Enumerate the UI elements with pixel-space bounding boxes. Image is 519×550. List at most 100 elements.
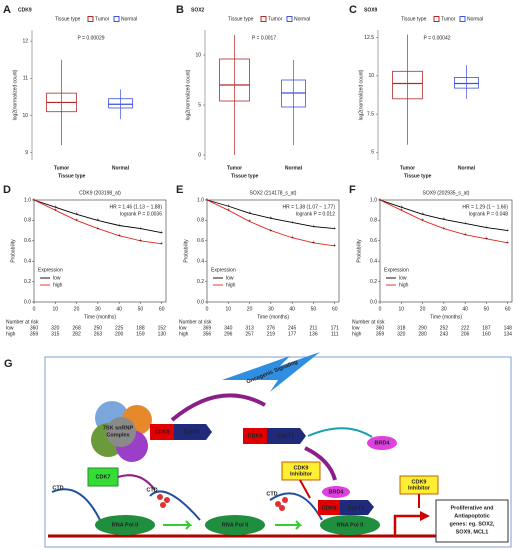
- y-tick-label: 5: [198, 102, 201, 108]
- risk-count: 320: [51, 325, 60, 331]
- risk-count: 263: [94, 331, 103, 337]
- censor-mark: +: [96, 226, 99, 232]
- polii: [320, 515, 380, 535]
- censor-mark: +: [464, 221, 467, 227]
- box: [219, 58, 250, 102]
- diagram-label: SOX9, MCL1: [456, 529, 489, 535]
- annotation: HR = 1.29 (1 − 1.66): [462, 204, 508, 210]
- risk-title: Number at risk: [352, 319, 385, 325]
- risk-count: 148: [504, 325, 513, 331]
- y-tick-label: 0.2: [370, 279, 377, 285]
- diagram-label: RNA Pol II: [222, 522, 249, 528]
- genes-box: [435, 499, 509, 543]
- x-tick-label: 40: [289, 306, 295, 312]
- censor-mark: +: [421, 212, 424, 218]
- diagram-label: CDK7: [96, 474, 111, 480]
- chart-title: SOX2 (214178_s_at): [250, 190, 297, 196]
- risk-count: 219: [267, 331, 276, 337]
- diagram-label: CTD: [266, 491, 277, 497]
- risk-count: 360: [376, 325, 385, 331]
- risk-count: 206: [461, 331, 470, 337]
- y-axis-label: log2(normalized count): [12, 69, 18, 120]
- risk-row-name: low: [352, 325, 360, 331]
- arrow: [307, 427, 373, 438]
- cdk9-box: [150, 424, 174, 440]
- censor-mark: +: [118, 233, 121, 239]
- y-axis-label: Probability: [356, 239, 362, 263]
- x-tick-label: 20: [420, 306, 426, 312]
- x-tick-label: 50: [311, 306, 317, 312]
- annotation: HR = 1.46 (1.13 − 1.88): [109, 204, 162, 210]
- censor-mark: +: [442, 226, 445, 232]
- survival-line: [206, 199, 335, 230]
- y-tick-label: 10: [195, 52, 201, 58]
- risk-count: 152: [158, 325, 167, 331]
- survival-line: [379, 199, 508, 244]
- x-tick-label: 50: [138, 306, 144, 312]
- annotation: P = 0.00042: [423, 35, 450, 41]
- legend-swatch: [433, 16, 440, 22]
- complex-part: [106, 417, 136, 447]
- risk-title: Number at risk: [179, 319, 212, 325]
- risk-count: 243: [440, 331, 449, 337]
- diagram-label: RNA Pol II: [337, 522, 364, 528]
- legend-label: Tumor: [441, 16, 456, 22]
- x-tick-label: 20: [74, 306, 80, 312]
- x-tick-label: 20: [247, 306, 253, 312]
- risk-count: 268: [72, 325, 81, 331]
- y-tick-label: 12.5: [364, 35, 374, 41]
- diagram-label: CDK9: [322, 505, 337, 511]
- x-tick-label: Tumor: [227, 165, 242, 171]
- y-tick-label: 0.8: [24, 218, 31, 224]
- x-tick-label: 30: [95, 306, 101, 312]
- legend-label: Tumor: [95, 16, 110, 22]
- y-tick-label: 0.6: [197, 238, 204, 244]
- panel-letter: B: [176, 4, 184, 16]
- panel-letter: A: [3, 4, 11, 16]
- y-tick-label: 10: [368, 73, 374, 79]
- risk-count: 225: [115, 325, 124, 331]
- y-axis-label: Probability: [183, 239, 189, 263]
- censor-mark: +: [54, 204, 57, 210]
- censor-mark: +: [291, 235, 294, 241]
- censor-mark: +: [333, 226, 336, 232]
- x-tick-label: 30: [441, 306, 447, 312]
- survival-line: [206, 199, 335, 247]
- diagram-label: CDK9: [294, 465, 309, 471]
- x-axis-label: Tissue type: [404, 173, 432, 179]
- censor-mark: +: [54, 208, 57, 214]
- censor-mark: +: [75, 218, 78, 224]
- arrow: [275, 520, 303, 530]
- diagram-label: genes: eg. SOX2,: [450, 521, 495, 527]
- legend-title: Expression: [384, 267, 409, 273]
- box: [108, 98, 133, 109]
- arrow: [117, 474, 156, 491]
- x-axis-label: Tissue type: [58, 173, 86, 179]
- diagram-label: Inhibitor: [290, 471, 313, 477]
- box: [454, 77, 479, 89]
- diagram-label: CDK9: [248, 433, 263, 439]
- diagram-label: CTD: [52, 485, 63, 491]
- risk-count: 315: [51, 331, 60, 337]
- censor-mark: +: [464, 232, 467, 238]
- x-tick-label: 10: [226, 306, 232, 312]
- x-tick-label: 60: [159, 306, 165, 312]
- risk-count: 111: [331, 331, 339, 337]
- cyct1-box: [267, 428, 306, 444]
- risk-count: 134: [504, 331, 513, 337]
- censor-mark: +: [333, 243, 336, 249]
- y-tick-label: 9: [25, 150, 28, 156]
- cdk9-box: [318, 500, 340, 515]
- legend-swatch: [260, 16, 267, 22]
- x-tick-label: 0: [33, 306, 36, 312]
- arrow: [304, 446, 337, 481]
- chart-title: SOX9 (202935_s_at): [423, 190, 470, 196]
- x-axis-label: Tissue type: [231, 173, 259, 179]
- x-tick-label: Normal: [285, 165, 303, 171]
- y-tick-label: 1.0: [370, 197, 377, 203]
- diagram-label: CycT1: [278, 433, 295, 439]
- risk-count: 200: [115, 331, 124, 337]
- x-tick-label: 50: [484, 306, 490, 312]
- panel-letter: C: [349, 4, 357, 16]
- x-tick-label: Normal: [458, 165, 476, 171]
